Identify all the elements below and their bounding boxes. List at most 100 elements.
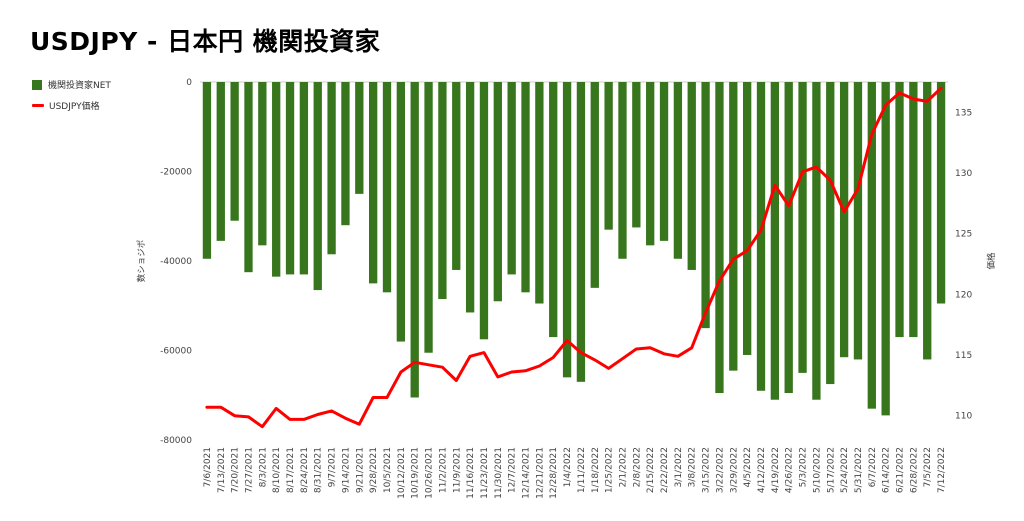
price-line — [205, 86, 943, 429]
bar — [770, 82, 780, 400]
bar — [341, 82, 350, 226]
bar — [521, 82, 530, 293]
legend: 機関投資家NET USDJPY価格 — [32, 74, 111, 116]
x-tick-label: 6/14/2022 — [882, 447, 892, 493]
bar — [590, 82, 599, 288]
bar — [382, 82, 392, 293]
x-tick-label: 5/31/2022 — [854, 447, 864, 493]
x-tick-label: 10/26/2021 — [425, 447, 435, 499]
x-tick-label: 11/23/2021 — [480, 447, 490, 499]
x-tick-label: 2/8/2022 — [632, 447, 642, 487]
bar — [839, 82, 849, 358]
x-tick-label: 12/21/2021 — [535, 447, 545, 499]
y-tick-label: -60000 — [160, 347, 192, 357]
bar — [798, 82, 807, 373]
x-tick-label: 7/5/2022 — [923, 447, 933, 487]
bar — [923, 82, 932, 360]
x-tick-label: 10/5/2021 — [383, 447, 393, 493]
bar — [452, 82, 461, 270]
x-tick-label: 9/7/2021 — [328, 447, 338, 487]
y2-tick-label: 125 — [955, 230, 972, 240]
x-tick-label: 12/7/2021 — [508, 447, 518, 493]
bar — [355, 82, 364, 194]
bar — [479, 82, 489, 340]
bar — [784, 82, 793, 394]
x-tick-label: 7/13/2021 — [217, 447, 227, 493]
bar — [673, 82, 683, 259]
x-tick-label: 8/17/2021 — [286, 447, 296, 493]
bar — [867, 82, 876, 409]
x-tick-label: 5/24/2022 — [840, 447, 850, 493]
x-tick-label: 6/28/2022 — [909, 447, 919, 493]
bar — [618, 82, 627, 259]
legend-item-net: 機関投資家NET — [32, 74, 111, 95]
bar — [272, 82, 281, 277]
y2-tick-label: 130 — [955, 169, 972, 179]
bar — [313, 82, 322, 291]
bar — [576, 82, 586, 382]
x-tick-label: 4/5/2022 — [743, 447, 753, 487]
bar — [507, 82, 516, 275]
bar — [424, 82, 433, 353]
legend-bar-swatch — [32, 79, 42, 90]
x-tick-label: 9/14/2021 — [341, 447, 351, 493]
x-tick-label: 5/10/2022 — [812, 447, 822, 493]
y2-tick-label: 110 — [955, 412, 972, 422]
bar — [562, 82, 572, 378]
bar — [701, 82, 710, 329]
x-tick-label: 8/24/2021 — [300, 447, 310, 493]
x-tick-label: 3/1/2022 — [674, 447, 684, 487]
bar — [549, 82, 558, 338]
bar — [230, 82, 239, 221]
x-tick-label: 7/20/2021 — [231, 447, 241, 493]
y2-tick-label: 135 — [955, 108, 972, 118]
x-tick-label: 8/10/2021 — [272, 447, 282, 493]
bar — [465, 82, 475, 313]
x-tick-label: 1/11/2022 — [577, 447, 587, 493]
bar — [812, 82, 821, 400]
bar — [438, 82, 447, 300]
x-tick-label: 12/14/2021 — [522, 447, 532, 499]
bar — [936, 82, 946, 304]
x-tick-label: 8/31/2021 — [314, 447, 324, 493]
x-tick-label: 1/25/2022 — [605, 447, 615, 493]
x-tick-label: 9/28/2021 — [369, 447, 379, 493]
bar — [604, 82, 613, 230]
x-tick-label: 3/15/2022 — [702, 447, 712, 493]
x-tick-label: 2/1/2022 — [619, 447, 629, 487]
bar — [853, 82, 863, 360]
legend-line-swatch — [32, 104, 44, 107]
x-tick-label: 2/22/2022 — [660, 447, 670, 493]
chart-title: USDJPY - 日本円 機関投資家 — [30, 27, 381, 56]
bar — [202, 82, 212, 259]
bar — [646, 82, 655, 246]
x-tick-label: 7/6/2021 — [203, 447, 213, 487]
x-tick-label: 3/29/2022 — [729, 447, 739, 493]
bar — [299, 82, 309, 275]
legend-bar-label: 機関投資家NET — [48, 81, 111, 91]
x-tick-label: 9/21/2021 — [355, 447, 365, 493]
x-tick-label: 5/17/2022 — [826, 447, 836, 493]
y-tick-label: -40000 — [160, 257, 192, 267]
x-tick-label: 5/3/2022 — [799, 447, 809, 487]
y-axis-title: 数ショジポ — [136, 240, 147, 283]
x-tick-label: 10/19/2021 — [411, 447, 421, 499]
x-tick-label: 4/12/2022 — [757, 447, 767, 493]
x-tick-label: 8/3/2021 — [258, 447, 268, 487]
y2-tick-label: 120 — [955, 290, 972, 300]
x-tick-label: 10/12/2021 — [397, 447, 407, 499]
legend-item-price: USDJPY価格 — [32, 95, 111, 116]
x-tick-label: 6/7/2022 — [868, 447, 878, 487]
bar — [895, 82, 904, 338]
y-tick-label: -80000 — [160, 436, 192, 446]
y2-axis-title: 価格 — [986, 252, 997, 270]
x-tick-label: 11/16/2021 — [466, 447, 476, 499]
x-tick-label: 2/15/2022 — [646, 447, 656, 493]
bar — [258, 82, 267, 246]
x-tick-label: 4/26/2022 — [785, 447, 795, 493]
y-tick-label: 0 — [186, 78, 192, 88]
x-tick-label: 7/12/2022 — [937, 447, 947, 493]
x-tick-label: 3/8/2022 — [688, 447, 698, 487]
bar — [327, 82, 336, 255]
bar — [216, 82, 225, 241]
